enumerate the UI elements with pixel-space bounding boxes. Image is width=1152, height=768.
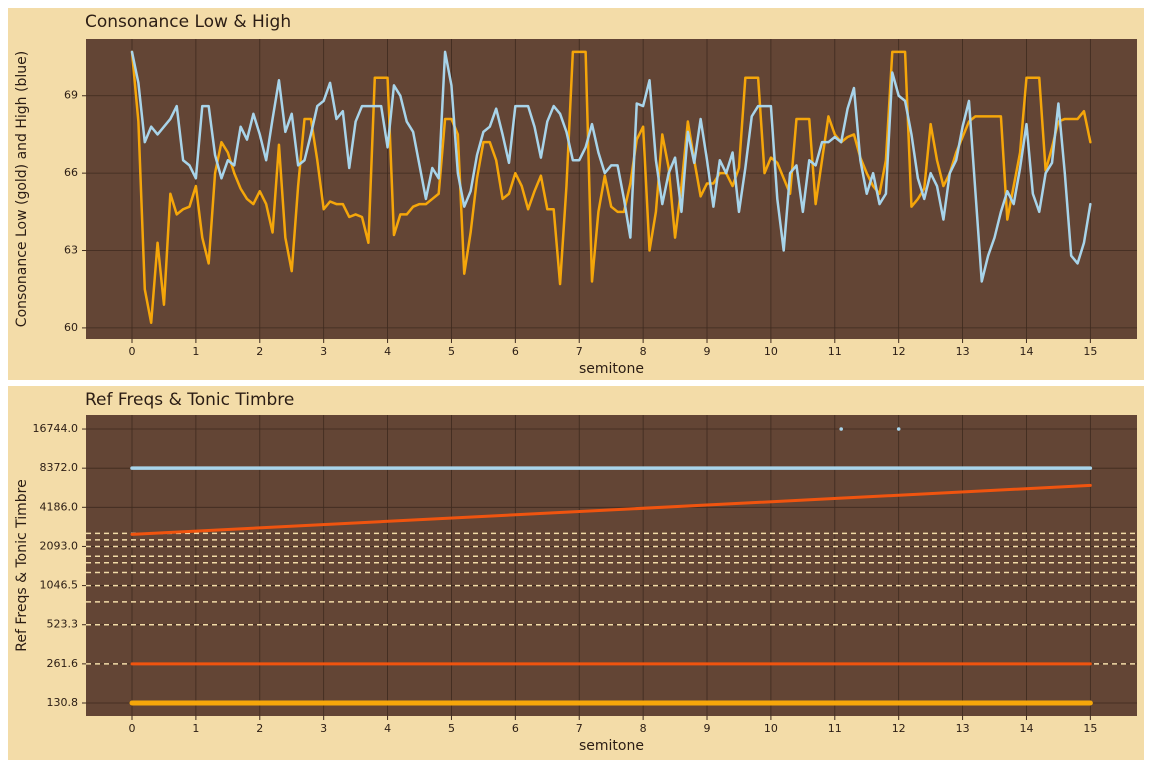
data-point	[896, 427, 901, 431]
x-tick-label: 9	[704, 345, 711, 358]
chart-title: Ref Freqs & Tonic Timbre	[85, 390, 294, 410]
x-tick-label: 14	[1019, 345, 1033, 358]
y-tick-label: 130.8	[47, 696, 79, 709]
panel: Ref Freqs & Tonic Timbre semitone Ref Freq…	[8, 386, 1144, 760]
x-tick-label: 12	[892, 722, 906, 735]
x-tick-label: 12	[892, 345, 906, 358]
chart-title: Consonance Low & High	[85, 12, 291, 32]
x-tick-label: 1	[192, 345, 199, 358]
x-tick-label: 14	[1019, 722, 1033, 735]
y-tick-label: 2093.0	[40, 539, 79, 552]
x-tick-label: 0	[129, 722, 136, 735]
x-tick-label: 0	[129, 345, 136, 358]
x-tick-label: 7	[576, 722, 583, 735]
y-tick-label: 1046.5	[40, 579, 79, 592]
x-tick-label: 6	[512, 722, 519, 735]
x-tick-label: 7	[576, 345, 583, 358]
x-tick-label: 8	[640, 722, 647, 735]
x-tick-label: 11	[828, 345, 842, 358]
y-tick-label: 16744.0	[33, 422, 79, 435]
x-tick-label: 11	[828, 722, 842, 735]
x-tick-label: 13	[956, 722, 970, 735]
y-tick-label: 261.6	[47, 657, 79, 670]
x-tick-label: 4	[384, 722, 391, 735]
x-tick-label: 2	[256, 345, 263, 358]
plot-area	[86, 415, 1137, 716]
y-tick-label: 60	[64, 321, 78, 334]
data-line	[130, 50, 1092, 283]
y-tick-label: 66	[64, 166, 78, 179]
y-tick-label: 63	[64, 244, 78, 257]
x-tick-label: 9	[704, 722, 711, 735]
x-tick-label: 5	[448, 345, 455, 358]
x-tick-label: 1	[192, 722, 199, 735]
x-tick-label: 3	[320, 722, 327, 735]
y-axis-label: Consonance Low (gold) and High (blue)	[14, 51, 30, 327]
data-line	[130, 50, 1092, 324]
y-tick-label: 8372.0	[40, 461, 79, 474]
x-tick-label: 8	[640, 345, 647, 358]
data-point	[839, 427, 843, 431]
y-axis-label: Ref Freqs & Tonic Timbre	[14, 479, 30, 651]
panel: Consonance Low & High semitone Consonance …	[8, 8, 1144, 380]
y-tick-label: 4186.0	[40, 500, 79, 513]
x-tick-label: 15	[1083, 722, 1097, 735]
y-tick-label: 523.3	[47, 618, 79, 631]
x-tick-label: 15	[1083, 345, 1097, 358]
x-tick-label: 6	[512, 345, 519, 358]
x-tick-label: 10	[764, 345, 778, 358]
x-tick-label: 3	[320, 345, 327, 358]
x-tick-label: 2	[256, 722, 263, 735]
x-tick-label: 10	[764, 722, 778, 735]
plot-area	[86, 39, 1137, 339]
data-line	[130, 483, 1092, 536]
x-axis-label: semitone	[579, 361, 644, 377]
y-tick-label: 69	[64, 89, 78, 102]
x-axis-label: semitone	[579, 738, 644, 754]
x-tick-label: 4	[384, 345, 391, 358]
x-tick-label: 13	[956, 345, 970, 358]
x-tick-label: 5	[448, 722, 455, 735]
